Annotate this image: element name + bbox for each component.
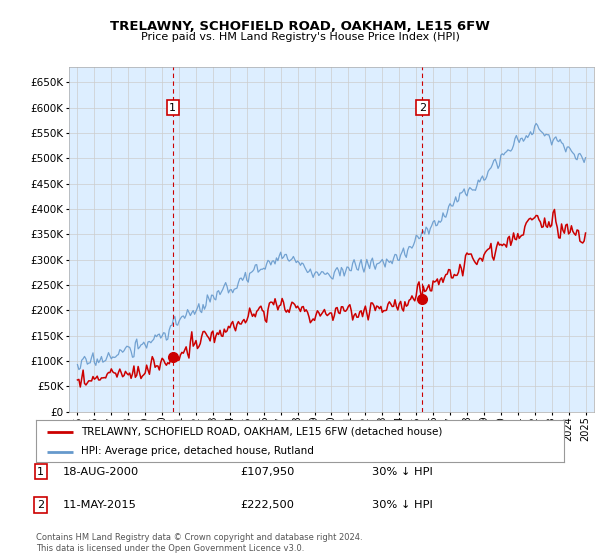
Text: HPI: Average price, detached house, Rutland: HPI: Average price, detached house, Rutl…	[81, 446, 314, 456]
Text: £222,500: £222,500	[240, 500, 294, 510]
Text: TRELAWNY, SCHOFIELD ROAD, OAKHAM, LE15 6FW (detached house): TRELAWNY, SCHOFIELD ROAD, OAKHAM, LE15 6…	[81, 427, 442, 437]
Text: Contains HM Land Registry data © Crown copyright and database right 2024.
This d: Contains HM Land Registry data © Crown c…	[36, 533, 362, 553]
Text: £107,950: £107,950	[240, 466, 295, 477]
Text: 2: 2	[419, 102, 426, 113]
Text: 11-MAY-2015: 11-MAY-2015	[63, 500, 137, 510]
Text: 30% ↓ HPI: 30% ↓ HPI	[372, 466, 433, 477]
Text: 18-AUG-2000: 18-AUG-2000	[63, 466, 139, 477]
Text: TRELAWNY, SCHOFIELD ROAD, OAKHAM, LE15 6FW: TRELAWNY, SCHOFIELD ROAD, OAKHAM, LE15 6…	[110, 20, 490, 32]
Text: Price paid vs. HM Land Registry's House Price Index (HPI): Price paid vs. HM Land Registry's House …	[140, 32, 460, 42]
Text: 1: 1	[37, 466, 44, 477]
Text: 30% ↓ HPI: 30% ↓ HPI	[372, 500, 433, 510]
Text: 1: 1	[169, 102, 176, 113]
Text: 2: 2	[37, 500, 44, 510]
